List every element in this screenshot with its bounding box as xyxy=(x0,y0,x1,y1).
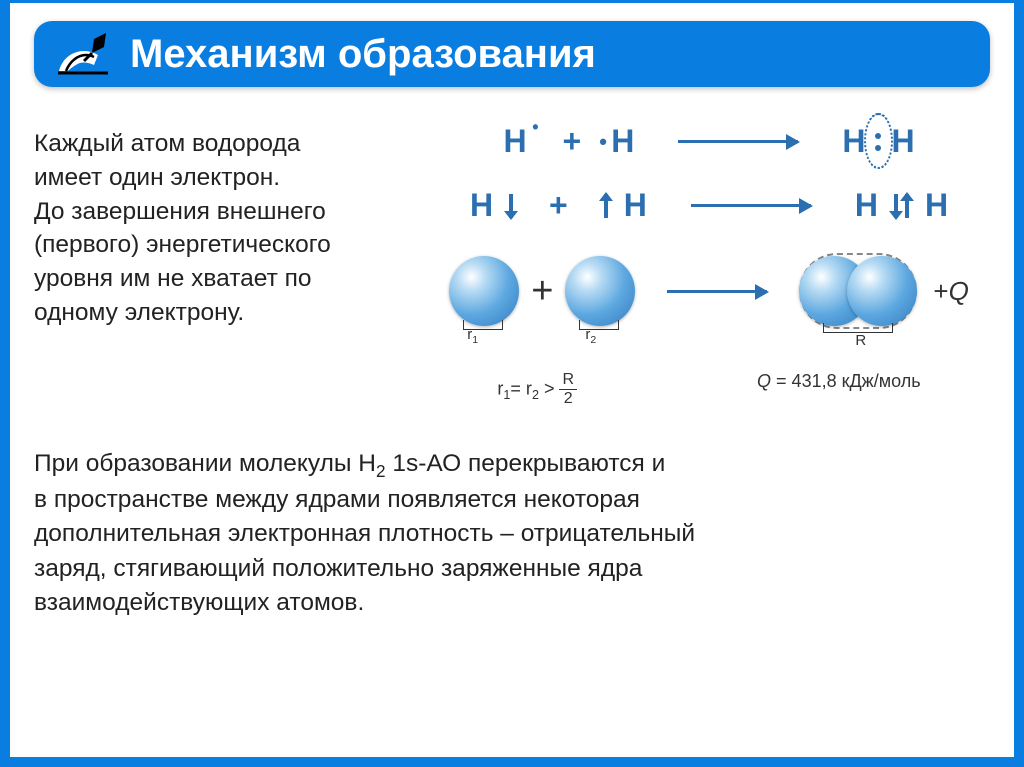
intro-line: (первого) энергетического xyxy=(34,231,331,258)
para-line: в пространстве между ядрами появляется н… xyxy=(34,486,640,513)
atom-h: H xyxy=(855,187,878,224)
overlapping-orbitals: R xyxy=(799,253,917,329)
radius-label: r2 xyxy=(585,326,596,346)
intro-text: Каждый атом водорода имеет один электрон… xyxy=(34,123,404,413)
title-bar: Механизм образования xyxy=(34,21,990,87)
atom-h: H xyxy=(891,123,914,160)
formula-row: r1= r2 > R2 Q = 431,8 кДж/моль xyxy=(428,371,990,408)
para-line: При образовании молекулы H2 1s-АО перекр… xyxy=(34,450,665,477)
atom-h: H xyxy=(470,187,493,224)
lewis-product: H H xyxy=(842,123,914,160)
explanation-paragraph: При образовании молекулы H2 1s-АО перекр… xyxy=(34,447,990,620)
spin-row: H + H H H xyxy=(428,187,990,224)
intro-line: До завершения внешнего xyxy=(34,198,326,225)
atom-h: H xyxy=(842,123,865,160)
plus-op: + xyxy=(563,123,582,160)
reaction-arrow-icon xyxy=(667,290,767,293)
atom-h: H xyxy=(624,187,647,224)
radius-formula: r1= r2 > R2 xyxy=(497,371,577,408)
spin-down-icon xyxy=(509,194,513,218)
intro-line: одному электрону. xyxy=(34,299,244,326)
para-line: заряд, стягивающий положительно заряженн… xyxy=(34,555,642,582)
plus-op: + xyxy=(531,270,553,313)
shared-pair-icon xyxy=(875,133,881,151)
atom-h: H xyxy=(503,123,526,160)
para-line: дополнительная электронная плотность – о… xyxy=(34,520,695,547)
intro-line: имеет один электрон. xyxy=(34,164,280,191)
atom-sphere-icon xyxy=(565,256,635,326)
writing-hand-icon xyxy=(54,31,112,77)
plus-op: + xyxy=(549,187,568,224)
radius-label: r1 xyxy=(467,326,478,346)
atom-sphere-icon xyxy=(449,256,519,326)
reaction-arrow-icon xyxy=(678,140,798,143)
atom-h: H xyxy=(925,187,948,224)
lewis-dot-row: H + H H H xyxy=(428,123,990,160)
spin-pair-icon xyxy=(892,194,911,218)
reaction-arrow-icon xyxy=(691,204,811,207)
distance-label: R xyxy=(855,332,866,349)
reaction-diagram: H + H H H H + xyxy=(428,123,990,413)
content-area: Каждый атом водорода имеет один электрон… xyxy=(34,123,990,413)
intro-line: уровня им не хватает по xyxy=(34,265,312,292)
spin-up-icon xyxy=(604,194,608,218)
slide-frame: Механизм образования Каждый атом водород… xyxy=(0,0,1024,767)
slide-title: Механизм образования xyxy=(130,32,596,77)
atom-sphere-icon xyxy=(847,256,917,326)
intro-line: Каждый атом водорода xyxy=(34,130,300,157)
orbital-overlap-row: r1 + r2 R +Q xyxy=(428,253,990,329)
atom-h: H xyxy=(611,123,634,160)
energy-formula: Q = 431,8 кДж/моль xyxy=(757,371,921,408)
energy-label: +Q xyxy=(933,276,968,307)
para-line: взаимодействующих атомов. xyxy=(34,589,364,616)
